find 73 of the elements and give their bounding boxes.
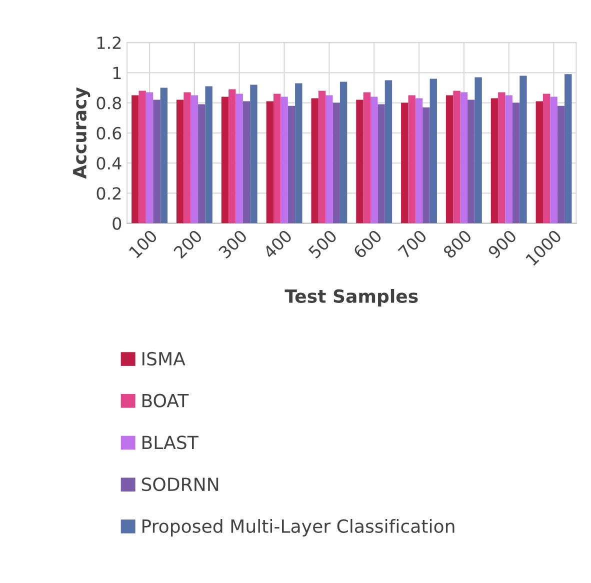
bar <box>512 102 520 224</box>
bar <box>311 98 318 224</box>
bar <box>490 98 498 224</box>
bar <box>295 83 302 224</box>
bar <box>474 77 482 224</box>
x-axis-title: Test Samples <box>284 288 418 306</box>
y-tick-label: 1 <box>113 66 121 80</box>
bar <box>138 90 146 224</box>
bar <box>422 107 430 224</box>
bar <box>340 82 348 224</box>
bar <box>221 96 229 224</box>
legend-label: BOAT <box>142 394 189 408</box>
y-tick-label: 0.6 <box>96 126 122 140</box>
bar <box>190 95 198 224</box>
bar <box>408 95 416 224</box>
bar <box>564 74 572 224</box>
bar <box>460 92 468 224</box>
bar <box>468 100 475 224</box>
y-tick-label: 0.4 <box>96 157 122 170</box>
bar <box>176 100 184 224</box>
y-tick-label: 1.2 <box>98 36 121 49</box>
bar <box>401 102 408 224</box>
bar <box>356 100 364 224</box>
bar <box>236 94 243 224</box>
bar <box>363 92 371 224</box>
bar <box>153 100 160 224</box>
legend-label: ISMA <box>142 352 186 366</box>
bar <box>542 94 550 224</box>
bar <box>332 102 340 224</box>
x-tick-label: 500 <box>308 229 338 259</box>
bar <box>453 90 460 224</box>
bar <box>198 104 206 224</box>
bar <box>384 80 392 224</box>
bar <box>498 92 506 224</box>
x-tick-label: 200 <box>173 229 203 259</box>
x-tick-label: 600 <box>352 229 382 259</box>
bar <box>505 95 512 224</box>
bar <box>326 95 333 224</box>
bar <box>280 96 288 224</box>
x-tick-label: 900 <box>487 229 518 260</box>
bar <box>318 90 326 224</box>
bar <box>273 94 281 224</box>
y-tick-label: 0.8 <box>96 96 122 110</box>
bar <box>132 95 139 224</box>
bar <box>550 96 558 224</box>
bar <box>378 104 385 224</box>
y-axis-title: Accuracy <box>73 87 90 179</box>
bar <box>536 101 543 224</box>
legend-label: BLAST <box>142 436 198 450</box>
bar <box>160 88 168 224</box>
bar <box>415 98 423 224</box>
bar <box>520 76 527 224</box>
bar <box>184 92 191 224</box>
bar <box>205 86 212 224</box>
bar <box>250 84 258 224</box>
x-tick-label: 400 <box>262 229 293 260</box>
x-tick-label: 100 <box>128 229 158 258</box>
x-tick-label: 300 <box>218 229 248 259</box>
x-tick-label: 700 <box>398 229 428 259</box>
legend-label: SODRNN <box>142 477 218 492</box>
bar <box>370 96 378 224</box>
bar <box>146 92 154 224</box>
bar <box>228 89 236 224</box>
bar <box>557 106 565 224</box>
x-tick-label: 800 <box>442 229 472 259</box>
legend-label: Proposed Multi-Layer Classification <box>142 518 454 536</box>
y-tick-label: 0 <box>112 217 122 230</box>
bar <box>242 101 250 224</box>
y-tick-label: 0.2 <box>96 187 121 200</box>
bar <box>288 106 296 224</box>
bar <box>266 101 274 224</box>
bar <box>430 78 437 224</box>
bar <box>446 95 454 224</box>
